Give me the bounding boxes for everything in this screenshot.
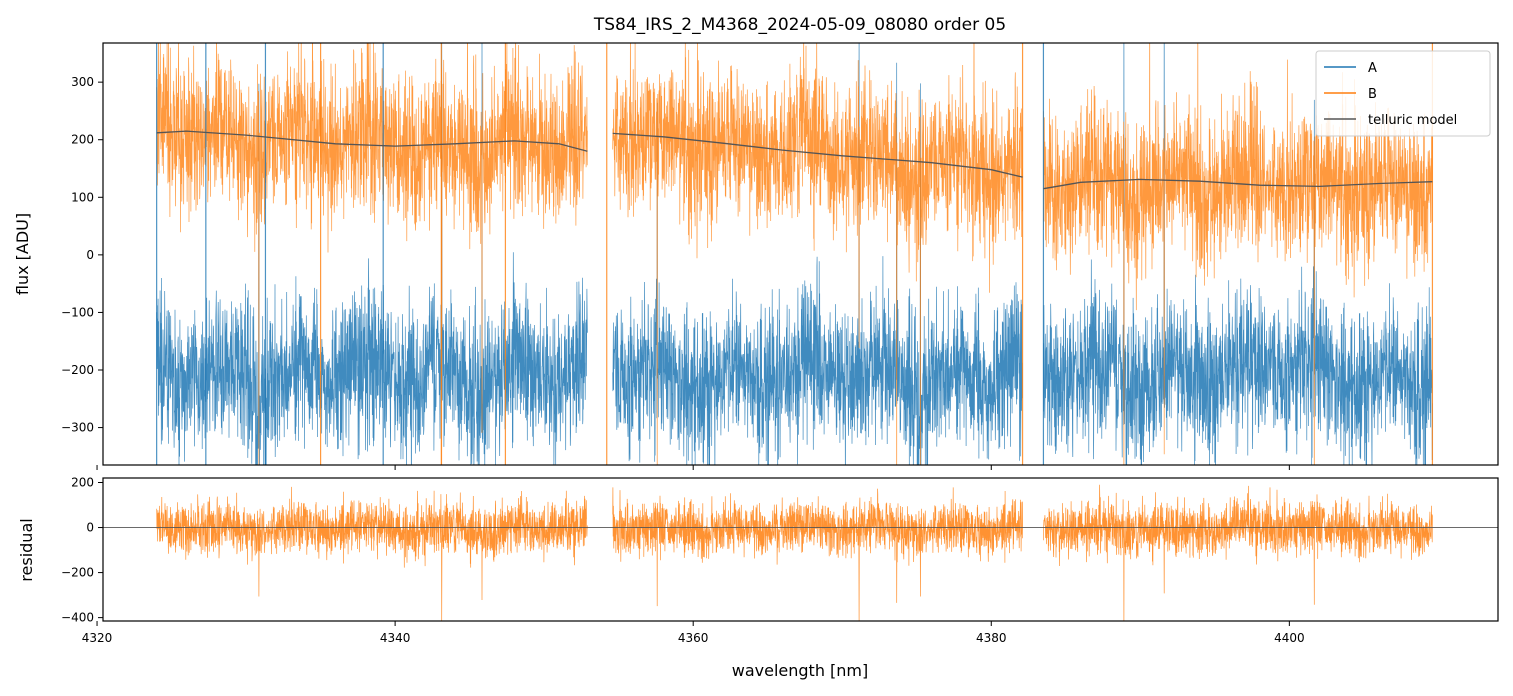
series-b-line bbox=[1043, 43, 1433, 465]
residual-line bbox=[1043, 484, 1433, 621]
series-b-line bbox=[612, 43, 1023, 465]
flux-ytick-label: −100 bbox=[61, 305, 94, 319]
legend: A B telluric model bbox=[1315, 50, 1491, 137]
telluric-model-line bbox=[1043, 178, 1433, 190]
residual-axes-frame bbox=[102, 477, 1499, 622]
series-a-line bbox=[1043, 43, 1433, 465]
flux-series-area bbox=[156, 43, 1434, 465]
residual-ytick-label: −200 bbox=[61, 566, 94, 580]
legend-label-b: B bbox=[1368, 87, 1377, 102]
residual-ytick-label: −400 bbox=[61, 611, 94, 625]
residual-x-ticks: 4320 4340 4360 4380 4400 bbox=[82, 621, 1305, 645]
flux-panel: −300 −200 −100 0 100 200 300 flux [ADU] A B te… bbox=[13, 42, 1499, 470]
residual-series-area bbox=[103, 484, 1498, 621]
flux-axes-frame bbox=[102, 42, 1499, 466]
flux-ytick-label: −200 bbox=[61, 363, 94, 377]
residual-line bbox=[156, 486, 588, 621]
flux-ytick-label: 300 bbox=[71, 75, 94, 89]
residual-xtick-label: 4360 bbox=[678, 631, 709, 645]
flux-ytick-label: −300 bbox=[61, 421, 94, 435]
legend-label-a: A bbox=[1368, 61, 1377, 76]
telluric-model-line bbox=[612, 132, 1023, 178]
flux-y-axis-label: flux [ADU] bbox=[13, 213, 32, 295]
residual-y-axis-label: residual bbox=[17, 518, 36, 581]
residual-xtick-label: 4320 bbox=[82, 631, 113, 645]
flux-x-ticks bbox=[96, 465, 1290, 470]
series-a-line bbox=[612, 43, 1023, 465]
residual-y-ticks: −400 −200 0 200 bbox=[61, 476, 103, 625]
residual-line bbox=[612, 487, 1023, 621]
residual-ytick-label: 0 bbox=[86, 521, 94, 535]
series-b-line bbox=[156, 43, 588, 465]
residual-panel: −400 −200 0 200 4320 4340 4360 4380 4400 residu… bbox=[17, 476, 1499, 680]
legend-box bbox=[1315, 50, 1491, 137]
flux-y-ticks: −300 −200 −100 0 100 200 300 bbox=[61, 75, 103, 435]
residual-ytick-label: 200 bbox=[71, 476, 94, 490]
residual-xtick-label: 4340 bbox=[380, 631, 411, 645]
flux-ytick-label: 200 bbox=[71, 133, 94, 147]
residual-xtick-label: 4380 bbox=[976, 631, 1007, 645]
legend-label-telluric: telluric model bbox=[1368, 113, 1457, 128]
telluric-model-line bbox=[156, 130, 588, 152]
flux-ytick-label: 100 bbox=[71, 190, 94, 204]
chart-title: TS84_IRS_2_M4368_2024-05-09_08080 order … bbox=[593, 15, 1006, 35]
x-axis-label: wavelength [nm] bbox=[732, 661, 869, 680]
residual-xtick-label: 4400 bbox=[1274, 631, 1305, 645]
flux-ytick-label: 0 bbox=[86, 248, 94, 262]
series-a-line bbox=[156, 43, 588, 465]
